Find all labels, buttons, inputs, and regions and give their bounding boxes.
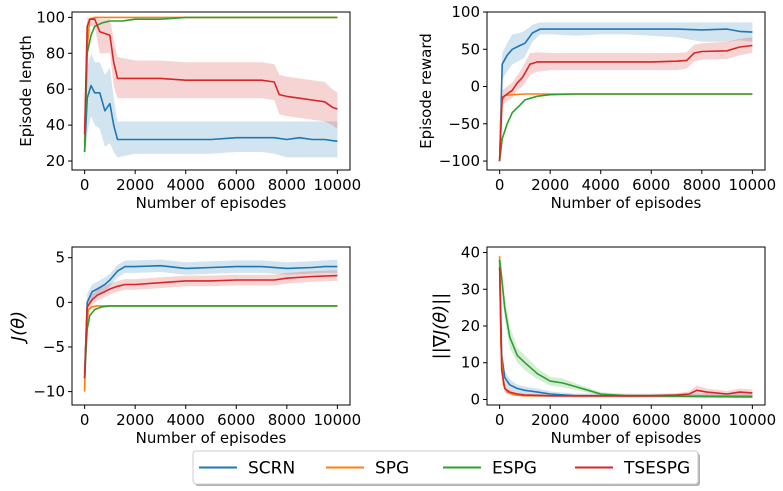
y-tick-label: 50 <box>461 40 480 58</box>
y-tick-label: 0 <box>470 78 480 96</box>
band-tsespg <box>84 17 338 153</box>
series-line-espg <box>498 93 753 162</box>
y-tick-label: 5 <box>55 249 65 267</box>
y-tick-label: 0 <box>55 293 65 311</box>
y-tick-label: 80 <box>46 44 65 62</box>
series-line-spg <box>498 93 753 162</box>
plot-area <box>498 22 753 162</box>
x-tick-label: 2000 <box>116 411 154 429</box>
chart-gradient-norm: 0 2000 4000 6000 8000 10000 0 10 20 30 40 Number of… <box>430 244 776 447</box>
y-axis-label: ||∇J(θ)|| <box>430 293 451 360</box>
x-tick-label: 4000 <box>167 176 205 194</box>
band-scrn <box>84 259 338 383</box>
y-tick-label: −50 <box>448 115 480 133</box>
legend-label-spg: SPG <box>375 459 409 479</box>
y-tick-label: −100 <box>439 152 480 170</box>
x-tick-label: 4000 <box>582 411 620 429</box>
x-tick-label: 0 <box>495 411 505 429</box>
chart-episode-length: 0 2000 4000 6000 8000 10000 20 40 60 80 100 Number … <box>17 8 361 212</box>
legend-label-tsespg: TSESPG <box>623 459 690 479</box>
legend-label-scrn: SCRN <box>248 459 295 479</box>
legend-label-espg: ESPG <box>492 459 537 479</box>
band-scrn <box>499 22 753 162</box>
x-tick-label: 10000 <box>314 411 362 429</box>
y-tick-label: 20 <box>46 152 65 170</box>
series-line-scrn <box>83 84 338 153</box>
series-line-tsespg <box>498 44 753 162</box>
x-tick-label: 8000 <box>683 176 721 194</box>
y-tick-label: 40 <box>461 244 480 262</box>
y-tick-label: 100 <box>36 8 65 26</box>
band-tsespg <box>84 270 338 383</box>
x-tick-label: 8000 <box>268 411 306 429</box>
plot-area <box>83 259 338 392</box>
x-tick-label: 0 <box>80 411 90 429</box>
series-line-tsespg <box>83 274 338 379</box>
y-tick-label: 20 <box>461 317 480 335</box>
x-tick-label: 2000 <box>531 411 569 429</box>
band-tsespg <box>499 37 753 162</box>
y-tick-label: 60 <box>46 80 65 98</box>
x-tick-label: 4000 <box>582 176 620 194</box>
series-line-espg <box>83 305 338 379</box>
x-tick-label: 6000 <box>632 411 670 429</box>
y-tick-label: 100 <box>451 3 480 21</box>
x-tick-label: 6000 <box>217 176 255 194</box>
series-line-scrn <box>83 264 338 374</box>
axes-frame <box>486 11 766 171</box>
plot-area <box>498 252 753 398</box>
x-tick-label: 2000 <box>116 176 154 194</box>
x-tick-label: 0 <box>80 176 90 194</box>
x-tick-label: 6000 <box>632 176 670 194</box>
series-line-tsespg <box>498 267 753 397</box>
x-axis-label: Number of episodes <box>551 429 702 447</box>
axes-frame <box>71 246 351 406</box>
y-axis-label: Episode reward <box>417 33 435 149</box>
y-tick-label: 0 <box>470 390 480 408</box>
x-tick-label: 10000 <box>314 176 362 194</box>
y-tick-label: −10 <box>33 383 65 401</box>
chart-objective: 0 2000 4000 6000 8000 10000 −10 −5 0 5 Number of e… <box>8 246 362 447</box>
y-tick-label: 10 <box>461 354 480 372</box>
x-tick-label: 4000 <box>167 411 205 429</box>
x-axis-label: Number of episodes <box>136 194 287 212</box>
y-tick-label: 30 <box>461 280 480 298</box>
x-tick-label: 8000 <box>268 176 306 194</box>
y-tick-label: −5 <box>43 338 65 356</box>
x-axis-label: Number of episodes <box>136 429 287 447</box>
y-axis-label: J(θ) <box>8 311 29 344</box>
x-tick-label: 2000 <box>531 176 569 194</box>
band-scrn <box>84 53 338 161</box>
x-tick-label: 0 <box>495 176 505 194</box>
x-tick-label: 10000 <box>729 411 777 429</box>
axes-frame <box>486 246 766 406</box>
axes-frame <box>71 11 351 171</box>
legend: SCRN SPG ESPG TSESPG <box>192 450 700 486</box>
series-line-tsespg <box>83 18 338 135</box>
series-line-scrn <box>498 28 753 162</box>
plot-area <box>83 16 338 161</box>
chart-episode-reward: 0 2000 4000 6000 8000 10000 −100 −50 0 50 100 Numbe… <box>417 3 776 212</box>
y-axis-label: Episode length <box>17 35 35 147</box>
series-line-spg <box>83 305 338 392</box>
series-line-espg <box>83 16 338 153</box>
x-tick-label: 8000 <box>683 411 721 429</box>
y-tick-label: 40 <box>46 116 65 134</box>
x-axis-label: Number of episodes <box>551 194 702 212</box>
x-tick-label: 10000 <box>729 176 777 194</box>
x-tick-label: 6000 <box>217 411 255 429</box>
band-espg <box>499 252 753 398</box>
